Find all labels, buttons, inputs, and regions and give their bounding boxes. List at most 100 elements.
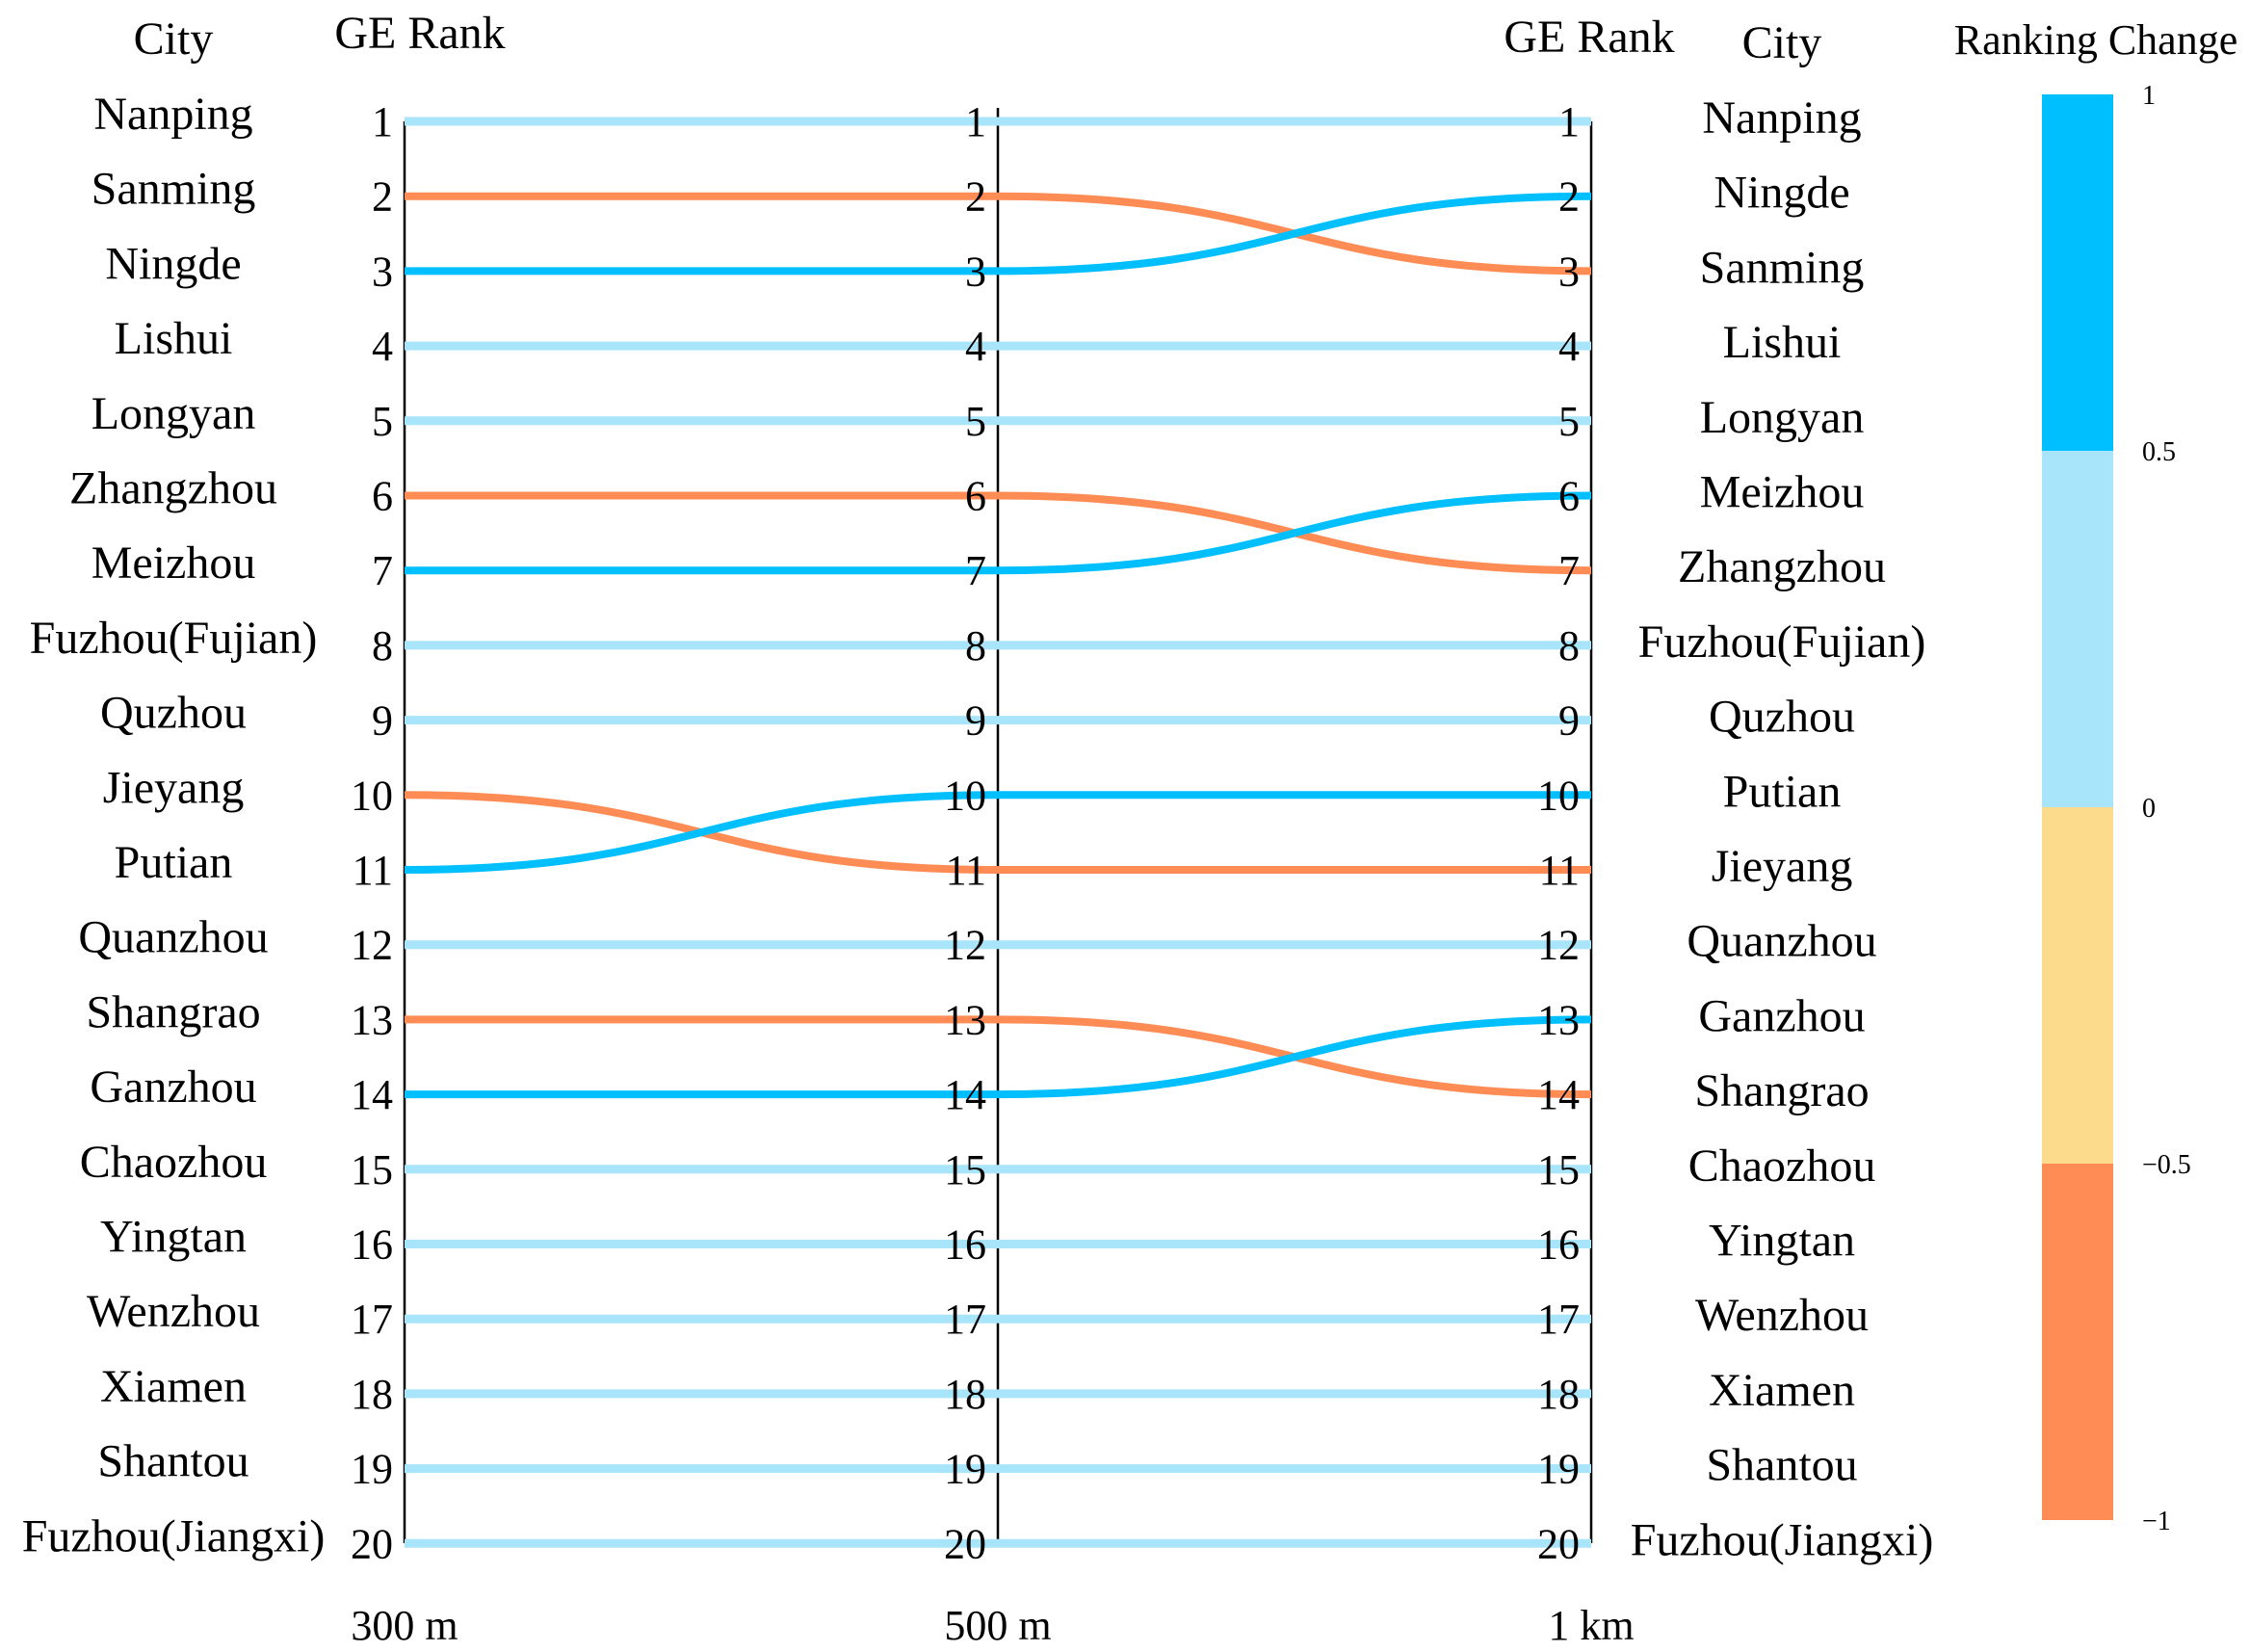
left-city-label: Fuzhou(Jiangxi) <box>22 1510 326 1561</box>
series-line-shangrao <box>405 1015 1592 1099</box>
left-city-header: City <box>134 13 214 65</box>
right-city-label: Ningde <box>1714 168 1849 219</box>
rank-tick-1km-8: 8 <box>1558 622 1580 669</box>
left-city-label: Ningde <box>105 238 241 289</box>
rank-tick-300m-19: 19 <box>351 1446 393 1493</box>
rank-tick-500m-14: 14 <box>944 1071 986 1118</box>
rank-tick-1km-19: 19 <box>1537 1446 1580 1493</box>
x-label-300m: 300 m <box>351 1602 458 1649</box>
rank-tick-1km-11: 11 <box>1539 847 1580 894</box>
rank-tick-1km-1: 1 <box>1558 98 1580 145</box>
rank-tick-500m-7: 7 <box>965 547 986 594</box>
rank-tick-300m-4: 4 <box>372 323 393 370</box>
right-city-label: Fuzhou(Jiangxi) <box>1631 1514 1934 1565</box>
right-city-label: Xiamen <box>1709 1365 1855 1416</box>
rank-tick-1km-5: 5 <box>1558 398 1580 445</box>
legend-tick-label: 0.5 <box>2142 437 2176 467</box>
right-city-label: Yingtan <box>1709 1216 1855 1267</box>
legend-tick-label: −0.5 <box>2142 1150 2191 1180</box>
right-city-label: Shantou <box>1706 1440 1857 1491</box>
legend-bin-3 <box>2042 807 2113 1164</box>
rank-tick-300m-18: 18 <box>351 1371 393 1418</box>
legend-bin-1 <box>2042 94 2113 451</box>
left-city-label: Longyan <box>92 388 256 439</box>
rank-tick-300m-2: 2 <box>372 173 393 221</box>
series-line-zhangzhou <box>405 491 1592 575</box>
right-city-label: Chaozhou <box>1688 1141 1876 1192</box>
rank-tick-labels: 1234567891011121314151617181920123456789… <box>351 98 1580 1567</box>
left-city-label: Meizhou <box>92 538 256 589</box>
right-city-label: Lishui <box>1723 317 1842 368</box>
right-rank-header: GE Rank <box>1504 12 1674 63</box>
rank-tick-1km-10: 10 <box>1537 772 1580 819</box>
right-city-label: Quanzhou <box>1687 916 1876 967</box>
right-city-label: Ganzhou <box>1698 990 1865 1041</box>
right-city-label: Shangrao <box>1694 1065 1869 1116</box>
legend: 1 0.5 0 −0.5 −1 <box>2042 81 2191 1536</box>
x-label-1km: 1 km <box>1548 1602 1634 1649</box>
rank-tick-500m-1: 1 <box>965 98 986 145</box>
series-line-jieyang <box>404 791 1591 875</box>
rank-tick-300m-11: 11 <box>353 847 393 894</box>
right-city-label: Sanming <box>1700 242 1865 293</box>
rank-tick-500m-9: 9 <box>965 697 986 745</box>
legend-tick-label: −1 <box>2142 1507 2171 1536</box>
series-line-ningde <box>405 192 1592 275</box>
left-city-label: Zhangzhou <box>69 463 277 514</box>
left-city-label: Sanming <box>92 164 256 215</box>
rank-tick-500m-5: 5 <box>965 398 986 445</box>
rank-tick-500m-10: 10 <box>944 772 986 819</box>
rank-tick-300m-20: 20 <box>351 1520 393 1567</box>
rank-tick-300m-9: 9 <box>372 697 393 745</box>
rank-tick-300m-16: 16 <box>351 1221 393 1269</box>
rank-tick-300m-13: 13 <box>351 996 393 1043</box>
rank-lines <box>404 117 1592 1548</box>
rank-tick-1km-17: 17 <box>1537 1296 1580 1343</box>
rank-tick-1km-3: 3 <box>1558 248 1580 295</box>
rank-tick-500m-20: 20 <box>944 1520 986 1567</box>
rank-tick-1km-18: 18 <box>1537 1371 1580 1418</box>
left-city-label: Quanzhou <box>78 912 268 963</box>
rank-tick-500m-19: 19 <box>944 1446 986 1493</box>
rank-tick-1km-7: 7 <box>1558 547 1580 594</box>
legend-tick-label: 0 <box>2142 794 2156 824</box>
rank-tick-500m-18: 18 <box>944 1371 986 1418</box>
rank-tick-300m-8: 8 <box>372 622 393 669</box>
rank-tick-500m-17: 17 <box>944 1296 986 1343</box>
right-city-label: Nanping <box>1702 92 1861 144</box>
series-line-meizhou <box>404 491 1592 575</box>
rank-tick-300m-10: 10 <box>351 772 393 819</box>
rank-tick-500m-3: 3 <box>965 248 986 295</box>
rank-tick-1km-9: 9 <box>1558 697 1580 745</box>
rank-tick-500m-16: 16 <box>944 1221 986 1269</box>
rank-tick-300m-6: 6 <box>372 473 393 520</box>
left-city-label: Jieyang <box>103 762 245 813</box>
left-city-label: Nanping <box>93 89 252 140</box>
rank-tick-300m-5: 5 <box>372 398 393 445</box>
rank-tick-500m-2: 2 <box>965 173 986 221</box>
rank-tick-1km-15: 15 <box>1537 1146 1580 1193</box>
left-city-label: Fuzhou(Fujian) <box>30 613 318 664</box>
series-line-putian <box>404 791 1591 874</box>
left-city-label: Shangrao <box>86 986 260 1037</box>
rank-tick-1km-4: 4 <box>1558 323 1580 370</box>
left-city-label: Putian <box>115 837 233 888</box>
right-city-label: Putian <box>1723 766 1842 817</box>
rank-tick-1km-12: 12 <box>1537 922 1580 969</box>
resolution-labels: 300 m 500 m 1 km <box>351 1602 1634 1649</box>
left-rank-header: GE Rank <box>334 8 505 59</box>
left-city-label: Shantou <box>97 1436 249 1487</box>
left-city-label: Yingtan <box>100 1212 247 1263</box>
left-city-label: Chaozhou <box>80 1137 268 1188</box>
right-city-header: City <box>1742 17 1822 68</box>
legend-bin-4 <box>2042 1164 2113 1520</box>
rank-tick-500m-13: 13 <box>944 996 986 1043</box>
left-city-label: Wenzhou <box>87 1286 260 1337</box>
rank-tick-300m-14: 14 <box>351 1071 393 1118</box>
rank-tick-1km-14: 14 <box>1537 1071 1580 1118</box>
rank-tick-300m-7: 7 <box>372 547 393 594</box>
rank-tick-500m-6: 6 <box>965 473 986 520</box>
rank-tick-300m-1: 1 <box>372 98 393 145</box>
legend-bin-2 <box>2042 451 2113 807</box>
rank-tick-1km-20: 20 <box>1537 1520 1580 1567</box>
